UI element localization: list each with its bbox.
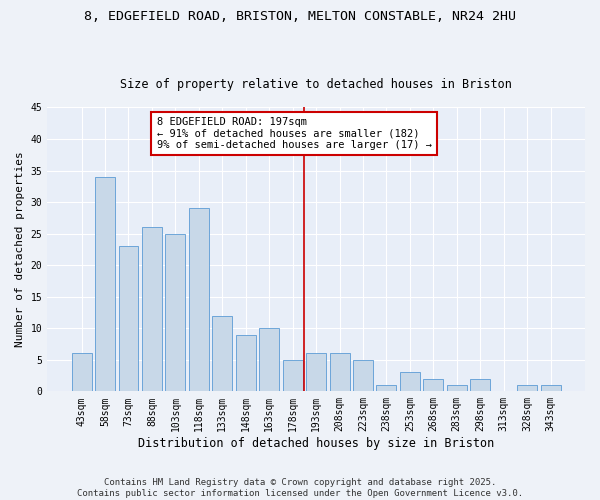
Bar [166,234,185,392]
Bar [470,378,490,392]
Bar [400,372,420,392]
Bar [71,354,92,392]
Bar [236,334,256,392]
Bar [376,385,397,392]
Bar [306,354,326,392]
Bar [541,385,560,392]
Title: Size of property relative to detached houses in Briston: Size of property relative to detached ho… [120,78,512,91]
Bar [189,208,209,392]
Bar [329,354,350,392]
Text: 8, EDGEFIELD ROAD, BRISTON, MELTON CONSTABLE, NR24 2HU: 8, EDGEFIELD ROAD, BRISTON, MELTON CONST… [84,10,516,23]
Bar [142,228,162,392]
X-axis label: Distribution of detached houses by size in Briston: Distribution of detached houses by size … [138,437,494,450]
Y-axis label: Number of detached properties: Number of detached properties [15,152,25,348]
Bar [283,360,302,392]
Bar [353,360,373,392]
Bar [517,385,537,392]
Bar [447,385,467,392]
Bar [424,378,443,392]
Bar [119,246,139,392]
Bar [95,177,115,392]
Bar [259,328,279,392]
Text: Contains HM Land Registry data © Crown copyright and database right 2025.
Contai: Contains HM Land Registry data © Crown c… [77,478,523,498]
Text: 8 EDGEFIELD ROAD: 197sqm
← 91% of detached houses are smaller (182)
9% of semi-d: 8 EDGEFIELD ROAD: 197sqm ← 91% of detach… [157,117,431,150]
Bar [212,316,232,392]
